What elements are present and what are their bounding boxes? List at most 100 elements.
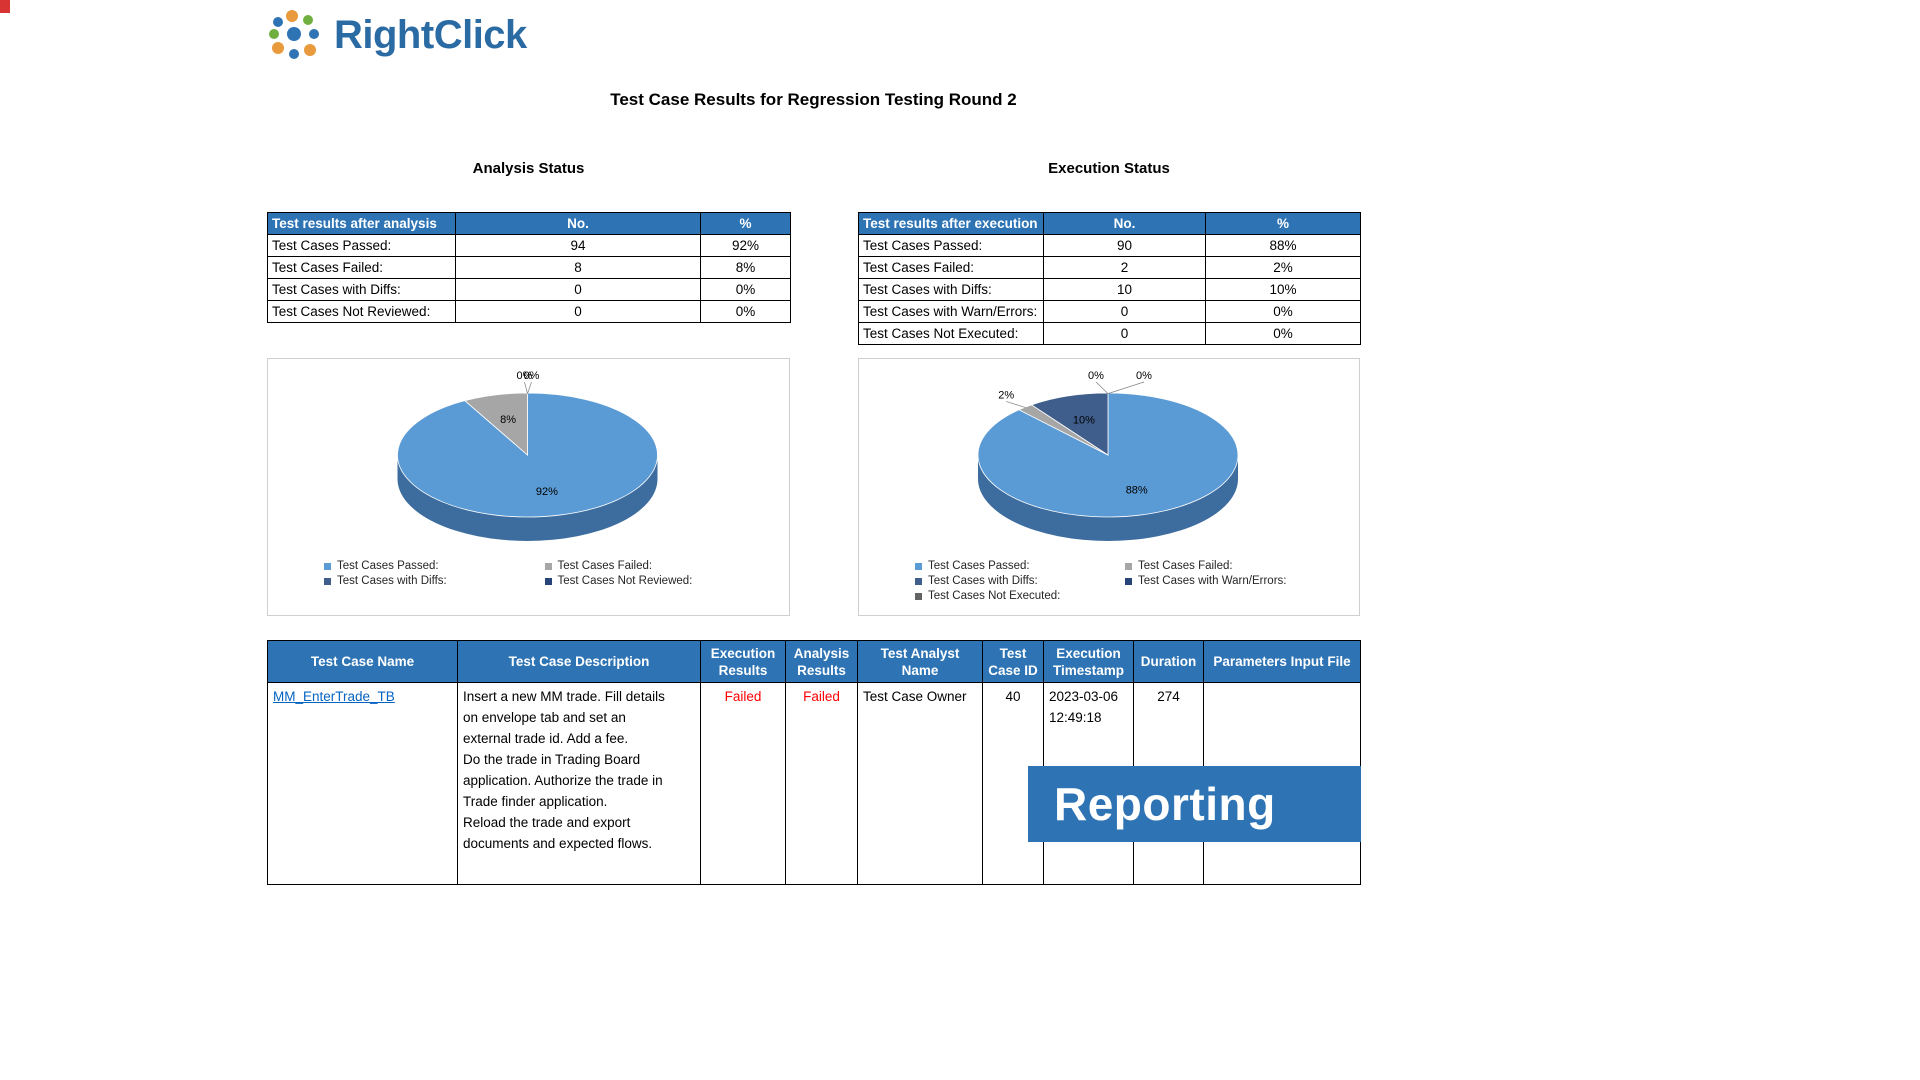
- reporting-banner: Reporting: [1028, 766, 1361, 842]
- column-header-name: Test Case Name: [267, 640, 458, 683]
- page-title: Test Case Results for Regression Testing…: [610, 90, 1017, 109]
- cell: 0: [1043, 300, 1206, 323]
- legend-label: Test Cases with Diffs:: [337, 575, 447, 587]
- legend-item: Test Cases Failed:: [544, 560, 766, 572]
- analysis-status-heading: Analysis Status: [472, 160, 585, 177]
- legend-label: Test Cases Not Executed:: [928, 590, 1061, 602]
- analysis-table: Test results after analysis No.% Test Case…: [267, 212, 791, 323]
- pie-label: 10%: [1073, 415, 1095, 427]
- cell: Test Cases Failed:: [267, 256, 456, 279]
- pie-label: 0%: [524, 370, 540, 382]
- label-leader-line: [1006, 401, 1027, 409]
- cell: Test Cases Not Executed:: [858, 322, 1044, 345]
- column-header: Test results after analysis: [267, 212, 456, 235]
- cell: 94: [455, 234, 701, 257]
- column-header-analysis-results: Analysis Results: [785, 640, 858, 683]
- pie-label: 0%: [517, 370, 533, 382]
- test-case-link[interactable]: MM_EnterTrade_TB: [273, 689, 395, 704]
- pie-side: [978, 455, 1238, 541]
- legend-marker: [1125, 577, 1132, 585]
- legend-label: Test Cases Passed:: [928, 560, 1030, 572]
- pie-label: 0%: [1088, 370, 1104, 382]
- execution-result-cell: Failed: [700, 682, 786, 885]
- cell: Test Cases with Diffs:: [858, 278, 1044, 301]
- legend-marker: [544, 562, 552, 570]
- label-leader-line: [524, 381, 528, 394]
- status-row: Test Cases with Diffs: 0 0%: [267, 278, 791, 301]
- cell: 0: [455, 300, 701, 323]
- description-cell: Insert a new MM trade. Fill details on e…: [457, 682, 701, 885]
- cell: 90: [1043, 234, 1206, 257]
- status-row: Test Cases Not Reviewed: 0 0%: [267, 300, 791, 323]
- logo-text: RightClick: [334, 12, 527, 57]
- cell: Test Cases with Diffs:: [267, 278, 456, 301]
- legend-item: Test Cases with Diffs:: [915, 575, 1125, 587]
- legend-item: Test Cases with Warn/Errors:: [1125, 575, 1335, 587]
- cell: Test Cases Failed:: [858, 256, 1044, 279]
- legend-label: Test Cases Failed:: [1138, 560, 1233, 572]
- legend-label: Test Cases with Diffs:: [928, 575, 1038, 587]
- pie-slice: [1030, 392, 1109, 456]
- pie-slice: [397, 392, 658, 518]
- analysis-result-cell: Failed: [785, 682, 858, 885]
- status-row: Test Cases Passed: 90 88%: [858, 234, 1361, 257]
- column-header-params: Parameters Input File: [1203, 640, 1361, 683]
- execution-status-heading: Execution Status: [1048, 160, 1170, 177]
- banner-label: Reporting: [1054, 778, 1276, 830]
- legend-item: Test Cases Passed:: [324, 560, 545, 572]
- cell: 8%: [700, 256, 791, 279]
- pie-label: 8%: [500, 414, 516, 426]
- label-leader-line: [527, 381, 532, 394]
- status-row: Test Cases with Warn/Errors: 0 0%: [858, 300, 1361, 323]
- execution-table: Test results after execution No.% Test Cas…: [858, 212, 1361, 345]
- status-row: Test Cases Failed: 2 2%: [858, 256, 1361, 279]
- pie-label: 0%: [1136, 370, 1152, 382]
- status-row: Test Cases with Diffs: 10 10%: [858, 278, 1361, 301]
- legend-marker: [915, 562, 922, 570]
- label-leader-line: [1095, 381, 1109, 394]
- screen-corner-artifact: [0, 0, 10, 13]
- chart-legend: Test Cases Passed: Test Cases Failed: Test…: [268, 554, 789, 587]
- legend-item: Test Cases Passed:: [915, 560, 1125, 572]
- status-row: Test Cases Failed: 8 8%: [267, 256, 791, 279]
- legend-marker: [1125, 562, 1132, 570]
- pie-label: 88%: [1126, 485, 1148, 497]
- test-case-name-cell: MM_EnterTrade_TB: [267, 682, 458, 885]
- legend-marker: [915, 577, 922, 585]
- cell: Test Cases with Warn/Errors:: [858, 300, 1044, 323]
- cell: 92%: [700, 234, 791, 257]
- column-header: %: [1205, 212, 1361, 235]
- column-header: %: [700, 212, 791, 235]
- analysis-chart-panel: 92% 8% 0% 0% Test Cases Passed: Test Cases Fa…: [267, 358, 790, 616]
- legend-marker: [544, 577, 552, 585]
- legend-item: Test Cases Not Executed:: [915, 590, 1125, 602]
- cell: 8: [455, 256, 701, 279]
- chart-legend: Test Cases Passed: Test Cases Failed: Test…: [859, 554, 1359, 602]
- pie-chart: 88% 2% 10% 0% 0%: [977, 370, 1239, 541]
- legend-label: Test Cases Failed:: [557, 560, 653, 572]
- legend-label: Test Cases Passed:: [337, 560, 439, 572]
- column-header-analyst: Test Analyst Name: [857, 640, 983, 683]
- status-row: Test Cases Not Executed: 0 0%: [858, 322, 1361, 345]
- cell: Test Cases Passed:: [267, 234, 456, 257]
- results-header-row: Test Case Name Test Case Description Exe…: [267, 640, 1361, 683]
- column-header-exec-results: Execution Results: [700, 640, 786, 683]
- analyst-cell: Test Case Owner: [857, 682, 983, 885]
- column-header: Test results after execution: [858, 212, 1044, 235]
- column-header-duration: Duration: [1133, 640, 1204, 683]
- column-header: No.: [455, 212, 701, 235]
- cell: 2: [1043, 256, 1206, 279]
- legend-marker: [324, 562, 331, 570]
- pie-label: 92%: [536, 486, 558, 498]
- legend-label: Test Cases with Warn/Errors:: [1138, 575, 1287, 587]
- cell: 0%: [700, 278, 791, 301]
- cell: Test Cases Not Reviewed:: [267, 300, 456, 323]
- legend-item: Test Cases Failed:: [1125, 560, 1335, 572]
- execution-chart-panel: 88% 2% 10% 0% 0% Test Cases Passed: Test Cases…: [858, 358, 1360, 616]
- cell: 2%: [1205, 256, 1361, 279]
- cell: 0%: [1205, 322, 1361, 345]
- legend-label: Test Cases Not Reviewed:: [557, 575, 693, 587]
- legend-item: Test Cases with Diffs:: [324, 575, 545, 587]
- legend-marker: [915, 592, 922, 600]
